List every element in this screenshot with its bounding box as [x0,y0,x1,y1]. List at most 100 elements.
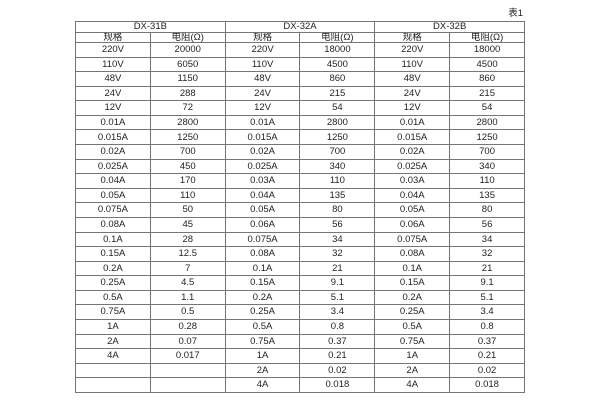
cell-resistance: 0.37 [299,333,376,350]
cell-resistance: 2800 [149,114,226,131]
cell-spec: 0.01A [374,114,451,131]
cell-resistance: 1250 [149,129,226,146]
col-header-spec: 规格 [75,31,151,43]
cell-spec: 110V [374,56,451,73]
cell-spec: 0.25A [75,275,151,291]
cell-spec: 110V [75,56,151,73]
table-row: 0.015A 1250 0.015A 1250 0.015A 1250 [75,129,525,146]
cell-resistance: 340 [299,158,376,175]
cell-resistance: 4.5 [149,275,226,291]
table-row: 1A 0.28 0.5A 0.8 0.5A 0.8 [75,318,525,335]
cell-spec: 220V [75,42,151,58]
cell-spec: 0.1A [224,260,301,277]
cell-spec: 12V [75,100,151,116]
cell-resistance: 4500 [299,56,376,73]
table-row: 2A 0.07 0.75A 0.37 0.75A 0.37 [75,333,525,350]
table-row: 24V 288 24V 215 24V 215 [75,85,525,102]
cell-resistance: 54 [299,100,376,116]
cell-resistance: 2800 [449,114,525,131]
table-row: 0.5A 1.1 0.2A 5.1 0.2A 5.1 [75,289,525,306]
cell-spec: 48V [75,71,151,87]
cell-resistance: 0.21 [299,348,376,364]
cell-spec: 0.025A [374,158,451,175]
cell-resistance: 9.1 [449,275,525,291]
cell-resistance: 0.21 [449,348,525,364]
cell-resistance: 700 [449,144,525,160]
cell-resistance [149,362,226,379]
cell-spec: 0.2A [224,289,301,306]
cell-resistance: 215 [449,85,525,102]
cell-spec: 0.02A [75,144,151,160]
cell-resistance: 21 [299,260,376,277]
cell-spec: 4A [75,348,151,364]
cell-resistance: 9.1 [299,275,376,291]
cell-spec: 0.75A [75,304,151,320]
cell-resistance: 54 [449,100,525,116]
table-caption: 表1 [508,8,523,19]
cell-spec: 0.5A [224,318,301,335]
cell-spec: 2A [374,362,451,379]
cell-spec: 0.02A [224,144,301,160]
column-header-row: 规格 电阻(Ω) 规格 电阻(Ω) 规格 电阻(Ω) [75,31,525,43]
cell-spec: 2A [224,362,301,379]
table-row: 0.05A 110 0.04A 135 0.04A 135 [75,187,525,204]
cell-resistance: 7 [149,260,226,277]
cell-resistance: 80 [449,202,525,218]
cell-resistance: 0.5 [149,304,226,320]
cell-spec: 4A [224,377,301,393]
cell-spec: 4A [374,377,451,393]
cell-resistance: 288 [149,85,226,102]
cell-spec: 0.1A [75,231,151,248]
cell-spec: 24V [75,85,151,102]
cell-spec: 110V [224,56,301,73]
cell-resistance: 0.07 [149,333,226,350]
col-header-spec: 规格 [374,31,451,43]
cell-spec: 0.05A [224,202,301,218]
table-body: 220V 20000 220V 18000 220V 18000 110V 6050 110V 4… [75,42,525,393]
cell-spec: 0.75A [374,333,451,350]
cell-spec: 48V [224,71,301,87]
table-head: DX-31B DX-32A DX-32B 规格 电阻(Ω) 规格 电阻(Ω) 规… [75,21,525,43]
cell-spec: 0.025A [75,158,151,175]
table-row: 0.025A 450 0.025A 340 0.025A 340 [75,158,525,175]
cell-resistance: 700 [149,144,226,160]
cell-resistance: 0.37 [449,333,525,350]
cell-spec: 0.04A [75,173,151,189]
cell-spec: 0.06A [224,216,301,233]
cell-resistance: 28 [149,231,226,248]
cell-spec: 0.04A [224,187,301,204]
cell-resistance: 1250 [299,129,376,146]
cell-spec: 0.05A [374,202,451,218]
cell-resistance: 110 [149,187,226,204]
cell-spec: 1A [374,348,451,364]
cell-spec: 0.03A [224,173,301,189]
cell-spec: 0.1A [374,260,451,277]
cell-resistance: 0.018 [449,377,525,393]
relay-resistance-table: DX-31B DX-32A DX-32B 规格 电阻(Ω) 规格 电阻(Ω) 规… [75,21,525,393]
cell-spec: 0.025A [224,158,301,175]
cell-resistance: 0.018 [299,377,376,393]
cell-spec: 220V [224,42,301,58]
cell-spec: 0.01A [75,114,151,131]
cell-spec: 0.04A [374,187,451,204]
cell-resistance: 32 [449,246,525,262]
cell-spec: 0.15A [224,275,301,291]
cell-resistance: 170 [149,173,226,189]
cell-spec [75,362,151,379]
cell-resistance: 135 [449,187,525,204]
cell-resistance: 0.8 [449,318,525,335]
cell-resistance: 860 [299,71,376,87]
cell-resistance: 4500 [449,56,525,73]
cell-resistance: 21 [449,260,525,277]
cell-resistance: 32 [299,246,376,262]
cell-spec: 0.05A [75,187,151,204]
cell-spec: 0.015A [75,129,151,146]
cell-resistance: 56 [299,216,376,233]
cell-resistance: 72 [149,100,226,116]
group-header-dx32b: DX-32B [374,21,525,33]
cell-resistance: 3.4 [299,304,376,320]
cell-resistance: 34 [299,231,376,248]
cell-resistance: 0.8 [299,318,376,335]
cell-spec: 0.5A [374,318,451,335]
cell-spec: 1A [224,348,301,364]
